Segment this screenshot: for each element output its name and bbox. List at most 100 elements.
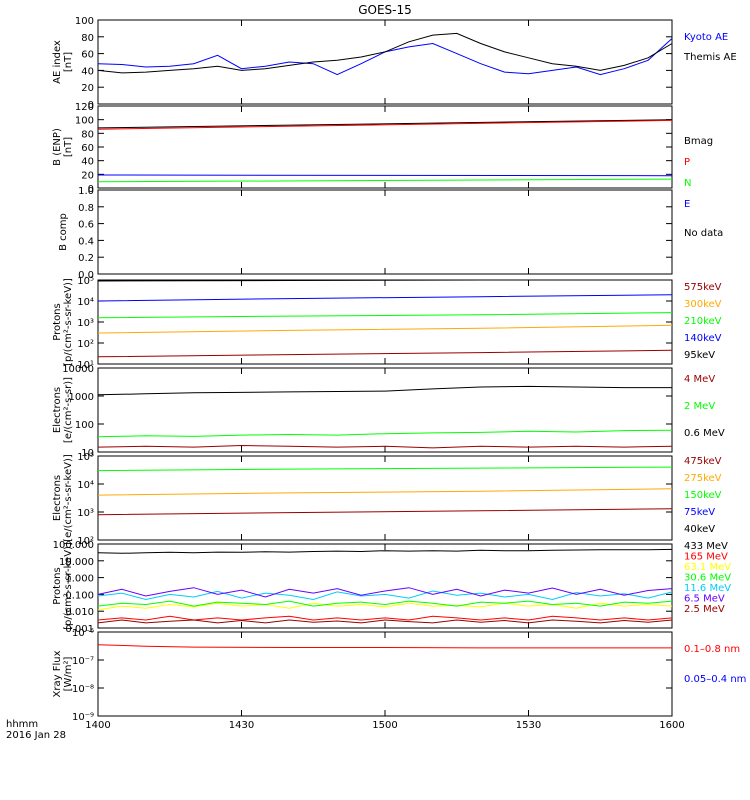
y-axis-label: Electrons[e/(cm²-s-sr)] — [52, 377, 74, 443]
y-axis-label-line: [nT] — [63, 137, 74, 157]
series-line-5-2 — [97, 466, 673, 472]
x-tick-label: 1400 — [85, 720, 110, 731]
y-axis-label-line: Electrons — [52, 387, 63, 433]
y-axis-label-line: [nT] — [63, 52, 74, 72]
legend-entry: Kyoto AE — [684, 32, 728, 43]
legend-entry: 300keV — [684, 299, 722, 310]
y-axis-label-line: [W/m²] — [63, 656, 74, 691]
series-line-1-1 — [97, 119, 673, 130]
y-tick-label: 1.0 — [78, 186, 94, 197]
y-tick-label: 10² — [77, 339, 94, 350]
y-tick-label: 10⁵ — [77, 276, 94, 287]
legend-entry: 30.6 MeV — [684, 573, 731, 584]
panel-frame — [97, 631, 673, 717]
panel-4: 10¹10²10³10⁴10⁵Protons[p/(cm²-s-sr-keV)]… — [52, 276, 722, 371]
legend-entry: 4 MeV — [684, 374, 715, 385]
y-tick-label: 0.0 — [78, 270, 94, 281]
panel-8: 10⁻⁹ 10⁻⁸ 10⁻⁷ 10⁻⁶ Xray Flux[W/m²] 0.1–0.8 n… — [52, 628, 746, 723]
x-tick-label: 1430 — [229, 720, 254, 731]
series-line-5-0 — [97, 508, 673, 516]
legend-entry: 40keV — [684, 524, 715, 535]
panel-1: 0 20 40 60 80 100 AE index[nT] Kyoto AE Themis A… — [52, 16, 737, 111]
legend-entry: P — [684, 157, 690, 168]
y-axis-label-line: Protons — [52, 303, 63, 340]
y-tick-label: 10⁻⁷ — [72, 656, 94, 667]
panel-7: 0.0010.0100.1001.00010.000100.000Protons… — [52, 540, 731, 635]
series-line-3-0 — [97, 349, 673, 358]
y-tick-label: 60 — [81, 50, 94, 61]
legend-entry: E — [684, 199, 690, 210]
time-label: hhmm — [6, 719, 38, 730]
y-tick-label: 80 — [81, 33, 94, 44]
legend-entry: Bmag — [684, 136, 713, 147]
legend-entry: 0.05–0.4 nm — [684, 674, 746, 685]
y-tick-label: 10³ — [77, 318, 94, 329]
y-axis-label: B (ENP)[nT] — [52, 128, 74, 166]
y-tick-label: 0.100 — [65, 590, 94, 601]
y-tick-label: 40 — [81, 66, 94, 77]
panel-frame — [97, 189, 673, 275]
y-axis-label-line: B comp — [58, 213, 69, 251]
plot-title: GOES-15 — [358, 3, 412, 17]
no-data-annotation: No data — [684, 228, 723, 239]
y-tick-label: 1.000 — [65, 574, 94, 585]
y-tick-label: 100 — [75, 420, 94, 431]
legend-entry: 6.5 MeV — [684, 594, 725, 605]
y-tick-label: 10⁻⁹ — [72, 712, 94, 723]
y-tick-label: 10.000 — [59, 557, 94, 568]
y-tick-label: 10⁴ — [77, 297, 94, 308]
panel-frame — [97, 543, 673, 629]
y-axis-label-line: B (ENP) — [52, 128, 63, 166]
series-line-6-6 — [97, 619, 673, 624]
y-tick-label: 10¹ — [77, 360, 94, 371]
series-line-3-4 — [97, 279, 672, 282]
y-axis-label: Xray Flux[W/m²] — [52, 650, 74, 697]
series-line-4-1 — [97, 429, 673, 438]
panel-2: 0 20 40 60 80 100 120 B (ENP)[nT] Bmag PNE — [52, 102, 713, 210]
y-axis-label-line: [p/(cm²-s-sr-keV)] — [63, 542, 74, 630]
series-line-6-4 — [97, 590, 673, 601]
series-line-1-0 — [97, 119, 673, 129]
y-axis-label: Protons[p/(cm²-s-sr-keV)] — [52, 278, 74, 366]
date-label: 2016 Jan 28 — [6, 730, 66, 741]
panel-frame — [97, 19, 673, 105]
y-tick-label: 0.6 — [78, 220, 94, 231]
series-line-4-2 — [97, 385, 672, 396]
legend-entry: 2 MeV — [684, 401, 715, 412]
x-tick-label: 1500 — [372, 720, 397, 731]
y-axis-label-line: Protons — [52, 567, 63, 604]
y-tick-label: 10⁴ — [77, 480, 94, 491]
y-tick-label: 40 — [81, 157, 94, 168]
y-tick-label: 0.2 — [78, 253, 94, 264]
y-tick-label: 10³ — [77, 508, 94, 519]
y-tick-label: 100 — [75, 16, 94, 27]
legend-entry: 150keV — [684, 490, 722, 501]
y-tick-label: 0 — [88, 100, 94, 111]
y-axis-label-line: [e/(cm²-s-sr-keV)] — [63, 454, 74, 542]
series-line-6-1 — [97, 615, 673, 621]
series-line-3-3 — [97, 294, 673, 302]
y-tick-label: 100.000 — [53, 540, 94, 551]
legend-entry: 11.6 MeV — [684, 583, 731, 594]
y-tick-label: 10⁵ — [77, 452, 94, 463]
series-line-6-5 — [97, 587, 673, 598]
y-tick-label: 20 — [81, 170, 94, 181]
y-tick-label: 120 — [75, 102, 94, 113]
series-line-1-3 — [97, 174, 673, 177]
y-tick-label: 10 — [81, 448, 94, 459]
y-axis-label-line: [e/(cm²-s-sr)] — [63, 377, 74, 443]
y-axis-label-line: Electrons — [52, 475, 63, 521]
x-tick-label: 1530 — [516, 720, 541, 731]
y-axis-label: B comp — [58, 213, 69, 251]
legend-entry: 2.5 MeV — [684, 604, 725, 615]
y-tick-label: 10⁻⁸ — [72, 684, 94, 695]
y-axis-label-line: [p/(cm²-s-sr-keV)] — [63, 278, 74, 366]
series-line-3-2 — [97, 312, 673, 319]
series-line-6-2 — [97, 602, 673, 611]
series-line-3-1 — [97, 324, 673, 334]
y-axis-label: Protons[p/(cm²-s-sr-keV)] — [52, 542, 74, 630]
y-tick-label: 0.4 — [78, 236, 94, 247]
legend-entry: Themis AE — [683, 52, 737, 63]
